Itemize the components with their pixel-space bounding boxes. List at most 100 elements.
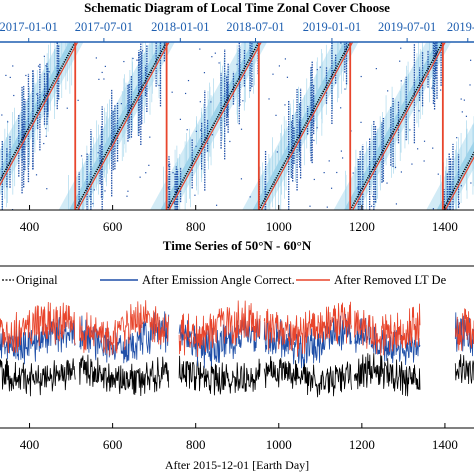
observation-point	[128, 117, 131, 119]
x-tick-label: 800	[186, 437, 206, 452]
observation-point	[242, 100, 244, 102]
observation-point	[194, 194, 196, 196]
observation-point	[394, 166, 397, 168]
observation-point	[145, 172, 147, 174]
series-line	[178, 355, 261, 396]
observation-point	[288, 157, 290, 159]
observation-point	[460, 185, 462, 187]
observation-point	[12, 65, 14, 67]
date-tick-label: 2018-01-01	[151, 20, 209, 34]
observation-point	[313, 139, 315, 142]
series-line	[454, 354, 474, 385]
series-line	[354, 353, 421, 397]
observation-point	[413, 82, 415, 84]
observation-point	[278, 65, 280, 67]
diagonal-tracks-layer	[0, 42, 474, 210]
observation-point	[45, 65, 47, 67]
observation-point	[172, 172, 174, 174]
observation-point	[249, 196, 251, 198]
top-x-axis: 400 600 800 1000 1200 1400	[20, 205, 458, 234]
observation-point	[319, 66, 321, 68]
series-line	[79, 300, 170, 356]
observation-point	[316, 69, 318, 71]
observation-point	[43, 142, 45, 145]
observation-point	[103, 78, 105, 80]
observation-point	[129, 104, 132, 107]
observation-point	[187, 79, 190, 82]
observation-point	[336, 171, 338, 174]
series-line	[354, 303, 421, 356]
observation-point	[139, 176, 141, 178]
observation-point	[344, 88, 346, 90]
legend: Original After Emission Angle Correct. A…	[2, 273, 447, 287]
observation-point	[93, 189, 95, 191]
observation-point	[43, 55, 45, 57]
observation-point	[432, 147, 434, 149]
observation-point	[101, 71, 103, 74]
observation-point	[95, 57, 97, 59]
coverage-band-core	[252, 42, 353, 210]
observation-point	[463, 99, 465, 101]
observation-point	[48, 71, 50, 73]
observation-point	[45, 135, 47, 137]
observation-point	[98, 78, 100, 80]
observation-point	[45, 127, 47, 130]
observation-point	[341, 157, 344, 159]
observation-point	[7, 121, 9, 123]
reset-lines-layer	[74, 42, 444, 210]
observation-point	[37, 65, 40, 67]
observation-point	[400, 47, 402, 49]
series-removed-lt	[0, 300, 474, 357]
observation-point	[417, 148, 419, 150]
observation-point	[80, 155, 83, 157]
observation-point	[431, 87, 433, 89]
series-original	[0, 353, 474, 398]
observation-point	[440, 89, 442, 91]
observation-point	[284, 58, 286, 60]
diagonal-track-red	[352, 42, 446, 210]
coverage-band-core	[160, 42, 261, 210]
observation-point	[458, 202, 460, 205]
observation-point	[409, 129, 411, 131]
observation-point	[275, 114, 277, 116]
observation-point	[132, 57, 134, 60]
x-tick-label: 1400	[432, 437, 458, 452]
observation-point	[211, 56, 213, 58]
observation-point	[370, 205, 373, 207]
x-tick-label: 1000	[266, 437, 292, 452]
observation-point	[89, 195, 91, 197]
observation-point	[395, 203, 398, 205]
observation-point	[6, 154, 8, 156]
observation-point	[328, 160, 330, 162]
observation-point	[340, 107, 342, 109]
observation-point	[199, 48, 201, 50]
observation-point	[399, 60, 401, 62]
observation-point	[418, 110, 420, 112]
observation-point	[126, 195, 128, 197]
observation-point	[461, 111, 463, 113]
observation-point	[205, 138, 207, 140]
observation-point	[167, 187, 170, 189]
observation-point	[340, 150, 342, 152]
observation-point	[310, 140, 313, 142]
date-tick-label: 2019-12	[447, 20, 474, 34]
observation-point	[214, 52, 216, 54]
observation-point	[432, 85, 434, 87]
observation-point	[146, 92, 148, 95]
observation-point	[372, 195, 374, 198]
observation-point	[465, 115, 468, 117]
observation-point	[25, 74, 27, 77]
observation-point	[352, 172, 354, 174]
observation-point	[323, 172, 325, 174]
observation-point	[186, 129, 188, 131]
diagonal-track-red	[444, 156, 474, 210]
x-tick-label: 1200	[349, 437, 375, 452]
x-tick-label: 1400	[432, 219, 458, 234]
observation-point	[141, 50, 144, 52]
diagonal-track-red	[0, 42, 79, 187]
legend-removed-lt-label: After Removed LT De	[334, 273, 447, 287]
bottom-x-axis-label: After 2015-12-01 [Earth Day]	[165, 458, 309, 472]
observation-point	[240, 128, 243, 130]
observation-point	[218, 62, 220, 64]
coverage-band	[0, 42, 84, 196]
